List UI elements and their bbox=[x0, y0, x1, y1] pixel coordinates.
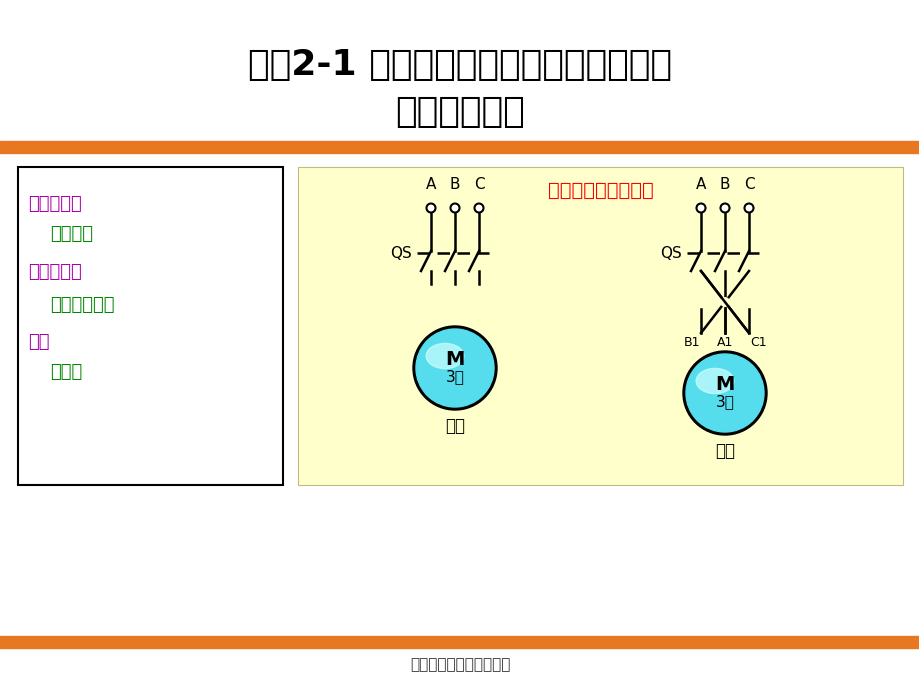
Text: B: B bbox=[719, 177, 730, 192]
Text: M: M bbox=[715, 375, 734, 393]
Text: C: C bbox=[473, 177, 483, 192]
Text: 缺点: 缺点 bbox=[28, 333, 50, 351]
Circle shape bbox=[426, 204, 435, 213]
Circle shape bbox=[720, 204, 729, 213]
Circle shape bbox=[413, 326, 496, 410]
Bar bbox=[0, 141, 919, 153]
Text: 3～: 3～ bbox=[715, 395, 733, 409]
Text: C1: C1 bbox=[749, 336, 766, 349]
Circle shape bbox=[743, 204, 753, 213]
Circle shape bbox=[450, 204, 459, 213]
Text: 反转: 反转 bbox=[714, 442, 734, 460]
Text: 3～: 3～ bbox=[445, 370, 464, 384]
Bar bbox=[298, 167, 902, 485]
Text: M: M bbox=[445, 350, 464, 368]
Text: A: A bbox=[695, 177, 706, 192]
Text: QS: QS bbox=[390, 246, 412, 261]
Ellipse shape bbox=[425, 344, 463, 368]
Text: 机床电气控制系统的维护: 机床电气控制系统的维护 bbox=[409, 658, 510, 673]
Text: 如何实现？: 如何实现？ bbox=[28, 263, 82, 281]
Bar bbox=[0, 636, 919, 648]
Bar bbox=[18, 167, 283, 485]
Circle shape bbox=[720, 297, 729, 307]
Text: QS: QS bbox=[660, 246, 681, 261]
Text: B: B bbox=[449, 177, 460, 192]
Text: 正、反转: 正、反转 bbox=[50, 225, 93, 243]
Text: 改变电源相序: 改变电源相序 bbox=[50, 296, 114, 314]
Circle shape bbox=[696, 204, 705, 213]
Text: A: A bbox=[425, 177, 436, 192]
Text: A1: A1 bbox=[716, 336, 732, 349]
Text: 正转: 正转 bbox=[445, 417, 464, 435]
Text: B1: B1 bbox=[683, 336, 699, 349]
Text: 任务2-1 三相异步电动机正反转控制线路: 任务2-1 三相异步电动机正反转控制线路 bbox=[248, 48, 671, 82]
Circle shape bbox=[682, 351, 766, 435]
Text: 易短路: 易短路 bbox=[50, 363, 82, 381]
Ellipse shape bbox=[696, 368, 733, 393]
Circle shape bbox=[686, 354, 763, 432]
Circle shape bbox=[415, 329, 494, 407]
Circle shape bbox=[474, 204, 483, 213]
Text: 最简单的电机正反转: 最简单的电机正反转 bbox=[547, 181, 652, 199]
Text: C: C bbox=[743, 177, 754, 192]
Text: 的安装与调试: 的安装与调试 bbox=[394, 95, 525, 129]
Text: 控制要求：: 控制要求： bbox=[28, 195, 82, 213]
